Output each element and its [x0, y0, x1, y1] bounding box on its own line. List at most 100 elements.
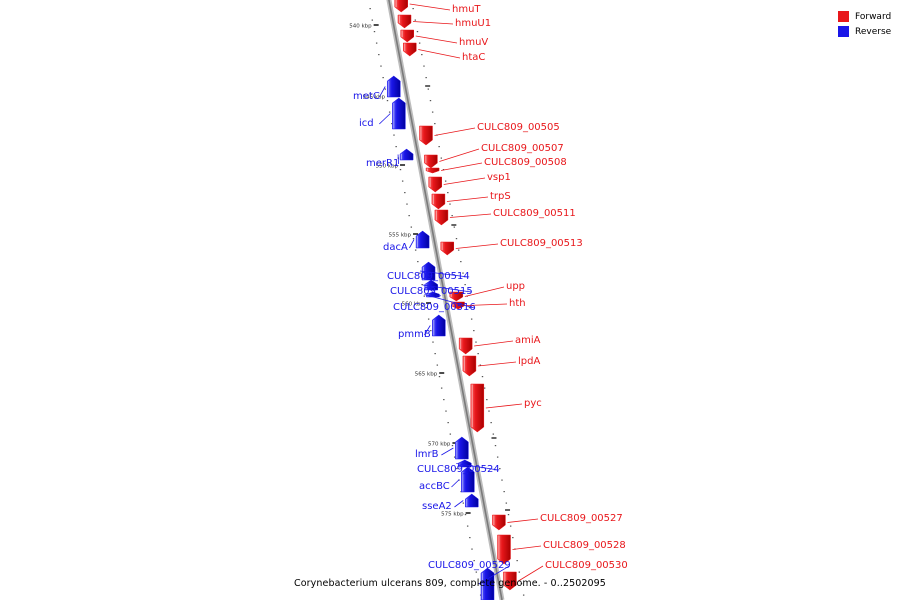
gene-hmut-forward[interactable]	[394, 0, 408, 13]
gene-label[interactable]: CULC809_00528	[543, 540, 626, 551]
gene-label[interactable]: CULC809_00530	[545, 560, 628, 571]
gene-leader-line	[449, 213, 492, 218]
gene-label[interactable]: hmuU1	[455, 18, 491, 29]
genome-axis	[386, 0, 505, 600]
gene-leader-line	[455, 243, 499, 249]
gene-accbc-reverse[interactable]	[461, 466, 475, 493]
gene-features	[386, 0, 517, 600]
gene-label[interactable]: CULC809_00524	[417, 464, 500, 475]
tick-label: 560 kbp	[402, 302, 425, 308]
gene-label[interactable]: sseA2	[422, 501, 452, 512]
gene-label[interactable]: hth	[509, 298, 526, 309]
legend: Forward Reverse	[838, 9, 891, 39]
gene-label[interactable]: amiA	[515, 335, 541, 346]
gene-leader-line	[446, 196, 489, 202]
tick-label: 545 kbp	[363, 95, 386, 101]
gene-label[interactable]: CULC809_00514	[387, 271, 470, 282]
gene-leader-line	[409, 239, 415, 249]
gene-icd-reverse[interactable]	[392, 97, 406, 130]
gene-label[interactable]: icd	[359, 118, 374, 129]
gene-merr1-reverse[interactable]	[399, 148, 414, 161]
gene-label[interactable]: CULC809_00505	[477, 122, 560, 133]
gene-label[interactable]: CULC809_00508	[484, 157, 567, 168]
gene-label[interactable]: accBC	[419, 481, 450, 492]
gene-upp-forward[interactable]	[449, 291, 464, 302]
gene-culc809_00514-reverse[interactable]	[421, 261, 436, 281]
axis-ticks: 540 kbp 545 kbp 550 kbp 555 kbp 560 kbp 565 k…	[349, 24, 471, 518]
gene-leader-line	[419, 270, 469, 278]
gene-leader-line	[415, 35, 458, 44]
gene-culc809_00528-forward[interactable]	[497, 534, 511, 565]
gene-label[interactable]: pmmB	[398, 329, 431, 340]
axis-dots	[369, 8, 525, 596]
scale-tick: 575 kbp	[441, 512, 471, 518]
gene-leader-line	[478, 565, 510, 585]
gene-leader-line	[518, 565, 544, 582]
gene-culc809_00508-forward[interactable]	[425, 167, 440, 174]
legend-reverse-label: Reverse	[855, 26, 892, 37]
gene-label[interactable]: CULC809_00529	[428, 560, 511, 571]
gene-culc809_00505-forward[interactable]	[419, 125, 433, 146]
gene-leader-line	[485, 403, 523, 409]
gene-leader-line	[424, 294, 475, 309]
gene-label[interactable]: hmuV	[459, 37, 488, 48]
gene-label[interactable]: htaC	[462, 52, 485, 63]
gene-pmmb-reverse[interactable]	[432, 314, 446, 337]
genome-caption: Corynebacterium ulcerans 809, complete g…	[294, 578, 606, 589]
scale-tick: 560 kbp	[402, 302, 432, 308]
gene-hmuu1-forward[interactable]	[397, 14, 412, 29]
gene-metc-reverse[interactable]	[386, 75, 401, 98]
legend-forward: Forward	[838, 9, 891, 24]
gene-leader-line	[464, 286, 505, 297]
gene-label[interactable]: dacA	[383, 242, 408, 253]
tick-label: 565 kbp	[415, 372, 438, 378]
gene-vsp1-forward[interactable]	[428, 176, 442, 193]
gene-leader-line	[412, 21, 454, 25]
gene-label[interactable]: CULC809_00513	[500, 238, 583, 249]
gene-culc809_00530-forward[interactable]	[503, 571, 517, 591]
gene-hth-forward[interactable]	[451, 301, 465, 310]
gene-label[interactable]: CULC809_00516	[393, 302, 476, 313]
gene-label[interactable]: lpdA	[518, 356, 540, 367]
gene-lpda-forward[interactable]	[462, 355, 477, 377]
gene-leader-line	[379, 86, 386, 98]
legend-forward-label: Forward	[855, 11, 892, 22]
gene-label[interactable]: hmuT	[452, 4, 481, 15]
gene-culc809_00511-forward[interactable]	[434, 209, 449, 226]
gene-label[interactable]: vsp1	[487, 172, 511, 183]
gene-label[interactable]: CULC809_00507	[481, 143, 564, 154]
gene-leader-line	[424, 325, 431, 336]
gene-culc809_00529-reverse[interactable]	[480, 567, 495, 600]
gene-leader-line	[409, 3, 451, 11]
gene-ssea2-reverse[interactable]	[465, 493, 479, 508]
tick-label: 540 kbp	[349, 24, 372, 30]
gene-trps-forward[interactable]	[431, 193, 446, 210]
gene-leader-line	[443, 177, 486, 185]
gene-leader-line	[474, 340, 514, 347]
gene-culc809_00527-forward[interactable]	[492, 514, 506, 531]
gene-label[interactable]: CULC809_00527	[540, 513, 623, 524]
reverse-swatch	[838, 26, 849, 37]
gene-leader-line	[439, 148, 480, 162]
gene-leader-line	[512, 545, 542, 550]
gene-lmrb-reverse[interactable]	[455, 436, 469, 460]
gene-leader-line	[379, 113, 391, 125]
gene-label[interactable]: trpS	[490, 191, 511, 202]
gene-pyc-forward[interactable]	[470, 383, 485, 433]
gene-daca-reverse[interactable]	[415, 230, 430, 249]
gene-leader-line	[454, 500, 464, 508]
gene-label[interactable]: pyc	[524, 398, 542, 409]
gene-leader-line	[422, 284, 472, 293]
gene-culc809_00513-forward[interactable]	[440, 241, 455, 256]
gene-label[interactable]: upp	[506, 281, 525, 292]
gene-hmuv-forward[interactable]	[400, 29, 414, 43]
gene-label[interactable]: merR1	[366, 158, 399, 169]
gene-label[interactable]: lmrB	[415, 449, 439, 460]
gene-amia-forward[interactable]	[458, 337, 473, 355]
scale-tick: 540 kbp	[349, 24, 379, 30]
gene-label[interactable]: CULC809_00515	[390, 286, 473, 297]
gene-label[interactable]: CULC809_00511	[493, 208, 576, 219]
gene-label[interactable]: metC	[353, 91, 380, 102]
gene-culc809_00507-forward[interactable]	[424, 154, 438, 169]
gene-htac-forward[interactable]	[403, 42, 417, 57]
